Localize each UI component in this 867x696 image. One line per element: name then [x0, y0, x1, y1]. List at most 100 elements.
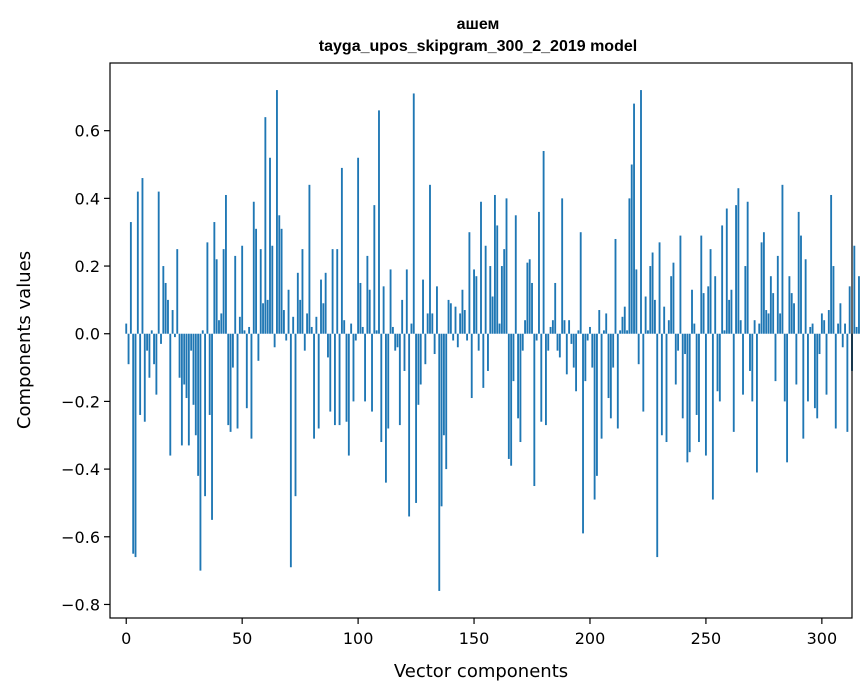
bar: [208, 333, 211, 415]
bar: [187, 333, 190, 446]
bar: [642, 333, 645, 412]
bar: [653, 299, 656, 334]
bar: [623, 306, 626, 334]
bar: [684, 333, 686, 355]
bar: [730, 289, 733, 334]
bar: [218, 320, 220, 334]
bar: [385, 333, 387, 483]
bar: [169, 333, 172, 456]
x-tick-label: 300: [807, 629, 838, 648]
bar: [749, 333, 751, 371]
bar: [637, 333, 640, 365]
bar: [468, 232, 471, 334]
bar: [519, 333, 522, 443]
bar: [336, 249, 339, 334]
bar: [347, 333, 350, 456]
bar: [282, 310, 285, 334]
bar: [644, 296, 647, 334]
bar: [818, 333, 821, 355]
bar: [350, 323, 353, 334]
bar: [155, 333, 158, 395]
bar: [303, 333, 306, 351]
bar: [538, 211, 540, 334]
bar: [760, 242, 763, 334]
bar: [167, 299, 169, 334]
bar: [438, 333, 441, 591]
bar: [440, 333, 443, 507]
bar: [480, 201, 482, 334]
bar: [183, 333, 186, 385]
bar: [640, 90, 642, 334]
bar: [252, 201, 255, 334]
bar: [834, 333, 837, 429]
bar: [412, 93, 415, 334]
bar: [466, 333, 469, 341]
bar: [526, 262, 529, 334]
bar: [786, 333, 789, 463]
bar: [600, 333, 603, 439]
bar: [171, 310, 174, 334]
bar: [359, 282, 362, 334]
bar: [551, 320, 554, 334]
bar: [436, 286, 438, 334]
bar: [848, 286, 851, 334]
bar: [229, 333, 232, 432]
bar: [231, 333, 234, 368]
bar: [739, 320, 742, 334]
bar: [398, 333, 401, 426]
bar: [357, 157, 360, 334]
bar: [813, 333, 816, 409]
bar: [391, 326, 394, 334]
bars-group: [125, 90, 860, 591]
bar: [408, 333, 411, 517]
bar: [807, 333, 809, 402]
bar: [753, 320, 756, 334]
bar: [797, 211, 800, 334]
bar: [517, 333, 520, 419]
bar: [442, 333, 445, 436]
bar: [505, 198, 508, 334]
bar: [732, 333, 735, 432]
bar: [320, 279, 322, 334]
bar: [746, 201, 749, 334]
bar: [401, 299, 404, 334]
bar: [292, 316, 295, 334]
bar: [816, 333, 819, 419]
bar: [475, 276, 478, 334]
bar: [452, 333, 455, 341]
bar: [630, 164, 633, 334]
bar: [426, 313, 429, 334]
bar: [477, 333, 480, 351]
bar: [129, 222, 132, 334]
bar: [238, 316, 241, 334]
bar: [289, 333, 292, 568]
bar: [830, 194, 833, 334]
bar: [695, 333, 698, 415]
bar: [545, 333, 547, 426]
bar: [340, 167, 343, 334]
bar: [285, 333, 288, 341]
bar: [136, 191, 139, 334]
bar: [554, 282, 557, 334]
bar: [190, 333, 193, 351]
bar: [707, 286, 710, 334]
bar: [667, 320, 670, 334]
bar: [496, 225, 499, 334]
bar: [607, 333, 610, 399]
bar: [565, 333, 568, 375]
bar: [827, 310, 830, 334]
bar: [143, 333, 146, 422]
bar: [844, 323, 846, 334]
bar: [570, 333, 573, 344]
bar: [681, 333, 684, 419]
x-axis-label: Vector components: [394, 661, 568, 682]
bar: [422, 279, 424, 334]
bar: [139, 333, 142, 415]
bar: [299, 299, 302, 334]
bar: [185, 333, 188, 399]
bar: [280, 228, 283, 334]
bar: [394, 333, 397, 351]
bar: [433, 333, 436, 355]
bar: [663, 306, 666, 334]
bar: [510, 333, 513, 466]
